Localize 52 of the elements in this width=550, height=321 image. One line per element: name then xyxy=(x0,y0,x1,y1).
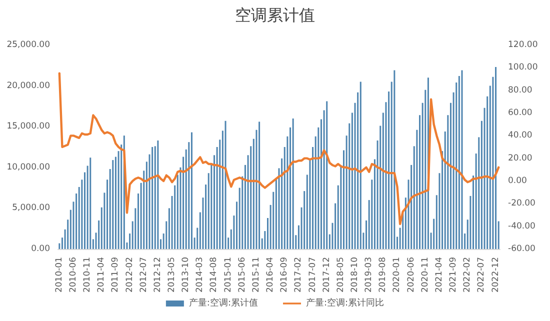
x-tick-label: 2017-12 xyxy=(322,257,332,293)
y2-tick-label: 60.00 xyxy=(508,108,532,118)
y-tick-label: 10,000.00 xyxy=(6,162,50,172)
y2-tick-label: -20.00 xyxy=(508,198,536,209)
x-tick-label: 2022-02 xyxy=(462,257,473,293)
x-tick-label: 2022-07 xyxy=(476,257,487,293)
x-tick-label: 2022-12 xyxy=(490,257,501,293)
chart-title: 空调累计值 xyxy=(235,6,315,24)
x-tick-label: 2019-03 xyxy=(364,257,374,293)
x-tick-label: 2017-02 xyxy=(294,257,304,293)
x-tick-label: 2017-07 xyxy=(308,257,318,293)
y2-tick-label: -60.00 xyxy=(508,244,536,254)
y-tick-label: 0.00 xyxy=(31,244,50,254)
x-tick-label: 2012-12 xyxy=(152,257,163,293)
legend-label: 产量:空调:累计值 xyxy=(188,298,258,308)
x-tick-label: 2015-06 xyxy=(237,257,248,293)
x-tick-label: 2010-06 xyxy=(68,257,78,293)
x-tick-label: 2012-07 xyxy=(138,257,149,293)
x-tick-label: 2010-11 xyxy=(82,257,93,293)
x-tick-label: 2020-11 xyxy=(420,257,430,293)
x-tick-label: 2012-02 xyxy=(124,257,135,293)
x-tick-label: 2014-08 xyxy=(209,257,220,293)
x-tick-label: 2015-01 xyxy=(223,257,234,293)
x-tick-label: 2011-04 xyxy=(96,257,107,293)
x-tick-label: 2016-04 xyxy=(266,257,276,293)
y2-tick-label: -40.00 xyxy=(508,221,536,232)
x-tick-label: 2020-06 xyxy=(406,257,416,293)
y2-tick-label: 20.00 xyxy=(508,153,532,164)
x-tick-label: 2011-09 xyxy=(110,257,121,293)
x-tick-label: 2014-03 xyxy=(195,257,206,293)
y2-tick-label: 100.00 xyxy=(508,62,538,73)
y2-tick-label: 120.00 xyxy=(508,40,538,50)
x-tick-label: 2010-01 xyxy=(54,257,64,293)
y-tick-label: 15,000.00 xyxy=(6,122,50,132)
x-tick-label: 2018-05 xyxy=(336,257,346,293)
line-series xyxy=(58,72,500,226)
y2-tick-label: 0.00 xyxy=(508,176,527,186)
x-tick-label: 2013-10 xyxy=(181,257,192,293)
y-tick-label: 25,000.00 xyxy=(6,40,50,50)
x-tick-label: 2015-11 xyxy=(251,257,262,293)
y2-tick-label: 80.00 xyxy=(508,85,532,96)
x-tick-label: 2021-04 xyxy=(434,257,444,293)
x-tick-label: 2018-10 xyxy=(350,257,360,293)
y-tick-label: 5,000.00 xyxy=(12,203,50,214)
x-tick-label: 2013-05 xyxy=(167,257,178,293)
y2-tick-label: 40.00 xyxy=(508,130,532,141)
legend-label: 产量:空调:累计同比 xyxy=(306,298,384,308)
y-tick-label: 20,000.00 xyxy=(6,80,50,91)
x-tick-label: 2021-09 xyxy=(448,257,459,293)
x-tick-label: 2016-09 xyxy=(280,257,290,293)
x-tick-label: 2019-08 xyxy=(378,257,388,293)
x-tick-label: 2020-01 xyxy=(392,257,402,293)
